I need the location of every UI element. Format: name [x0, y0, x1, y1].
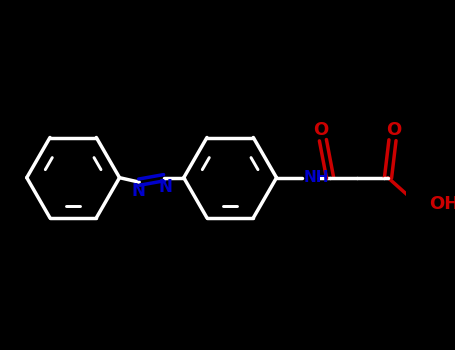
- Text: N: N: [158, 177, 172, 196]
- Text: O: O: [313, 120, 329, 139]
- Text: OH: OH: [429, 195, 455, 214]
- Text: NH: NH: [303, 170, 329, 185]
- Text: O: O: [386, 120, 401, 139]
- Text: N: N: [131, 182, 145, 200]
